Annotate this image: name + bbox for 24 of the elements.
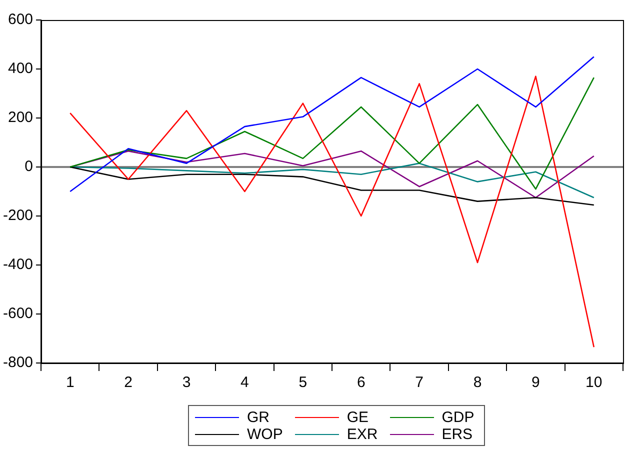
- x-tick-label: 6: [356, 374, 366, 392]
- y-tick-label: 200: [8, 109, 34, 126]
- y-tick-label: -400: [2, 256, 34, 274]
- legend-label: GE: [346, 409, 369, 426]
- x-tick-label: 8: [473, 374, 482, 392]
- x-tick-label: 1: [66, 374, 74, 392]
- y-tick-label: -800: [2, 354, 34, 372]
- legend-label: GR: [247, 409, 270, 426]
- y-tick-label: 0: [24, 158, 34, 176]
- y-tick-label: -600: [2, 305, 34, 322]
- x-tick-label: 2: [124, 374, 132, 392]
- y-tick-label: 600: [8, 11, 34, 28]
- x-tick-label: 9: [532, 374, 540, 392]
- x-tick-label: 4: [240, 374, 249, 392]
- x-tick-label: 3: [182, 374, 191, 392]
- legend-label: ERS: [442, 426, 473, 443]
- legend-label: EXR: [346, 426, 378, 443]
- y-tick-label: -200: [2, 207, 34, 224]
- legend-label: WOP: [247, 426, 283, 443]
- x-tick-label: 5: [298, 374, 308, 392]
- y-tick-label: 400: [8, 60, 34, 78]
- legend-label: GDP: [442, 409, 474, 426]
- x-tick-label: 10: [586, 374, 602, 392]
- x-tick-label: 7: [415, 374, 424, 392]
